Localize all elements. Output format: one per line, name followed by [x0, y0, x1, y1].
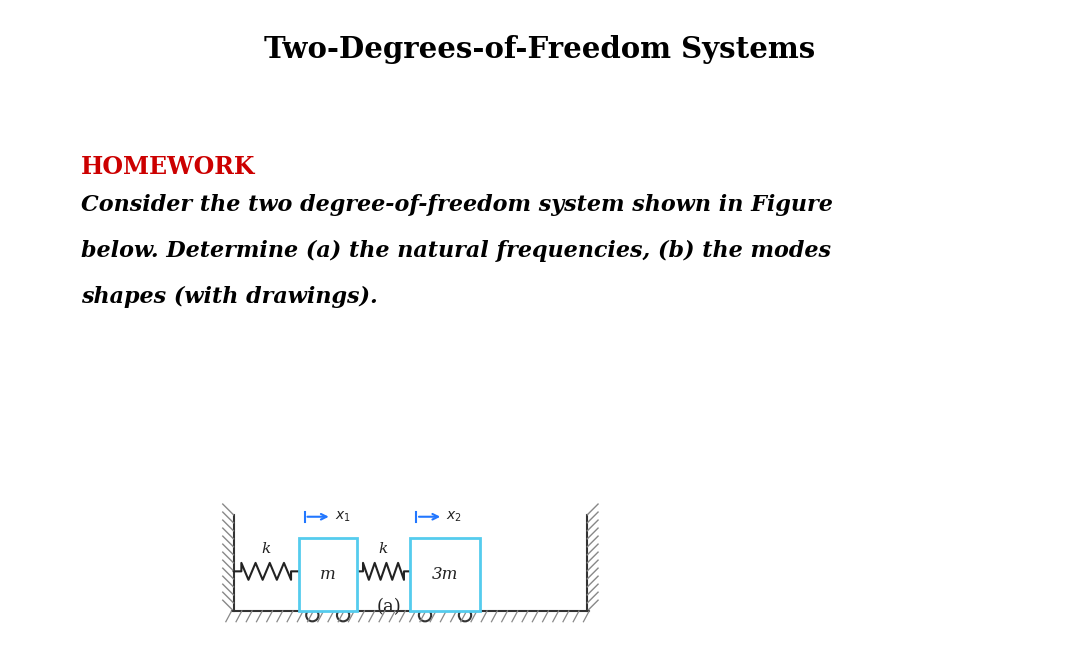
Text: (a): (a) [377, 598, 401, 616]
Text: $x_1$: $x_1$ [335, 510, 351, 524]
Bar [410, 537, 480, 611]
Text: Two-Degrees-of-Freedom Systems: Two-Degrees-of-Freedom Systems [265, 35, 815, 64]
Bar [299, 537, 356, 611]
Text: Consider the two degree-of-freedom system shown in Figure: Consider the two degree-of-freedom syste… [81, 194, 833, 215]
Text: shapes (with drawings).: shapes (with drawings). [81, 286, 378, 308]
Text: $x_2$: $x_2$ [446, 510, 462, 524]
Text: m: m [320, 566, 336, 582]
Text: below. Determine (a) the natural frequencies, (b) the modes: below. Determine (a) the natural frequen… [81, 240, 831, 262]
Text: k: k [379, 542, 388, 556]
Text: 3m: 3m [432, 566, 458, 582]
Text: k: k [261, 542, 271, 556]
Text: HOMEWORK: HOMEWORK [81, 155, 255, 179]
